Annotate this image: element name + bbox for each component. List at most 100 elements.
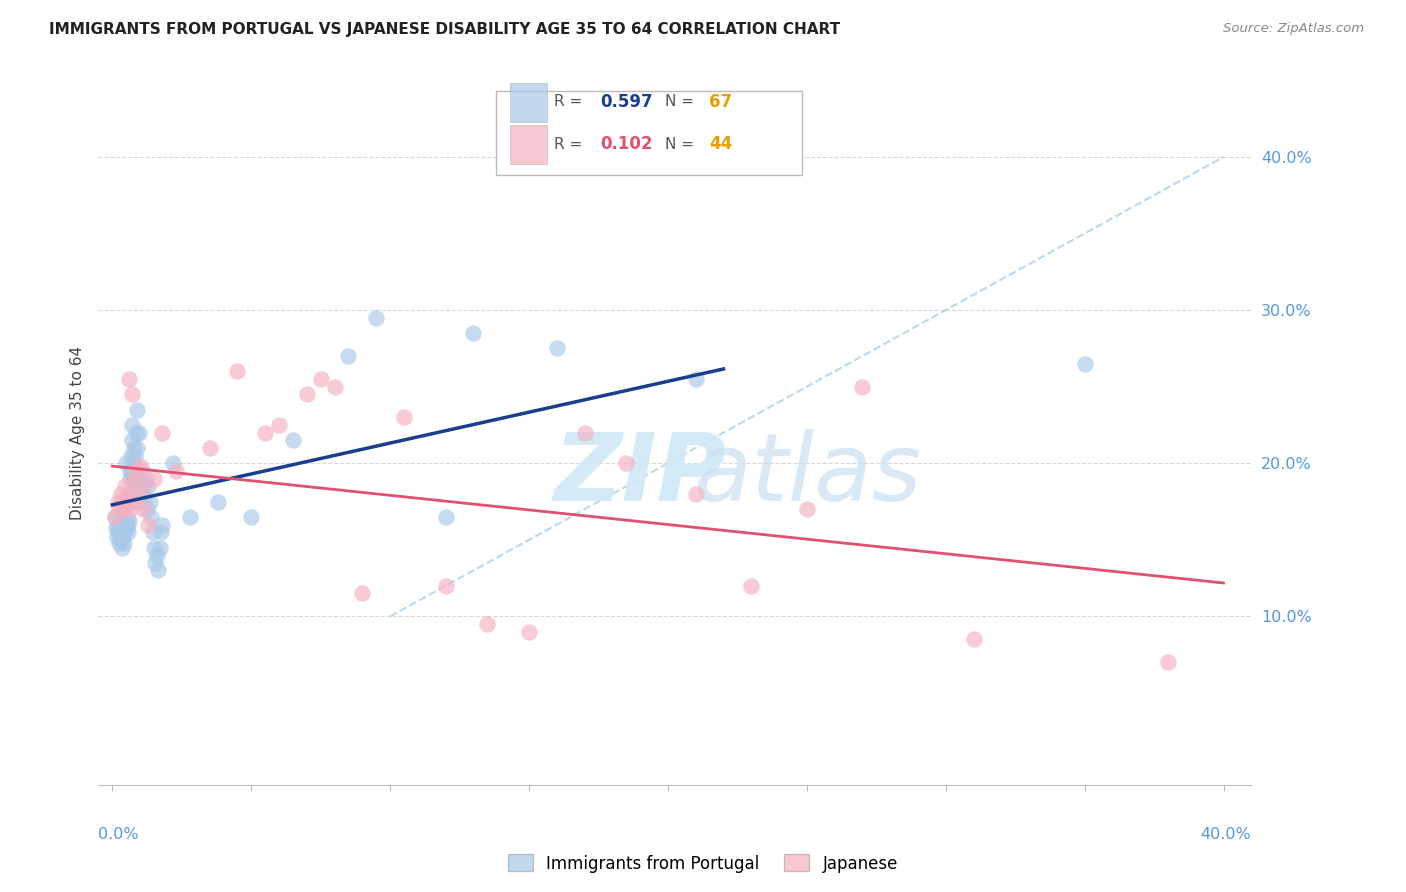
Point [150,425,173,440]
Point [574,425,596,440]
Point [240,509,263,524]
Point [207,494,229,508]
Point [127,402,149,417]
Text: IMMIGRANTS FROM PORTUGAL VS JAPANESE DISABILITY AGE 35 TO 64 CORRELATION CHART: IMMIGRANTS FROM PORTUGAL VS JAPANESE DIS… [49,22,841,37]
Point [132,502,155,516]
Text: 0.597: 0.597 [600,93,652,111]
Point [121,434,143,448]
Point [115,520,138,534]
Text: 0.102: 0.102 [600,135,652,153]
Y-axis label: Disability Age 35 to 64: Disability Age 35 to 64 [69,345,84,520]
Point [132,464,155,478]
Point [143,472,166,486]
Point [111,541,134,555]
Point [125,425,148,440]
Point [105,520,128,534]
Point [463,326,485,340]
Point [108,502,131,516]
Point [125,494,148,508]
Point [112,530,135,544]
Point [740,579,762,593]
Point [110,487,132,501]
Point [162,456,184,470]
Point [122,475,145,489]
Point [139,494,162,508]
Point [145,556,167,570]
Legend: Immigrants from Portugal, Japanese: Immigrants from Portugal, Japanese [501,847,905,880]
Point [120,502,142,516]
Point [117,517,139,532]
Point [114,479,136,493]
Point [143,541,166,555]
Point [111,509,134,524]
Point [142,525,165,540]
Point [104,509,127,524]
Point [121,464,143,478]
FancyBboxPatch shape [510,83,547,121]
Point [295,387,318,401]
Point [134,479,156,493]
Point [146,564,169,578]
Point [124,464,146,478]
Point [114,525,136,540]
Point [267,417,290,432]
Point [122,441,145,455]
Point [796,502,818,516]
Point [112,502,135,516]
Point [104,509,127,524]
Point [121,387,143,401]
Point [141,509,163,524]
Point [122,475,145,489]
Text: 67: 67 [710,93,733,111]
Point [118,487,141,501]
Point [136,502,159,516]
Point [125,441,148,455]
Point [115,490,138,504]
Point [120,449,142,463]
Point [115,509,138,524]
Point [118,372,141,386]
Point [107,525,129,540]
Point [117,525,139,540]
Point [614,456,637,470]
Point [198,441,221,455]
Point [148,541,170,555]
Point [165,464,187,478]
Point [135,472,157,486]
Point [124,449,146,463]
Point [352,586,374,600]
Point [337,349,360,363]
Point [112,536,135,550]
Point [685,372,707,386]
Point [366,310,388,325]
Point [110,520,132,534]
Point [281,434,304,448]
Point [128,425,150,440]
Text: atlas: atlas [693,429,921,520]
Text: N =: N = [665,95,699,110]
Point [129,459,152,474]
Point [117,494,139,508]
Text: 44: 44 [710,135,733,153]
Point [129,472,152,486]
Point [108,536,131,550]
Text: R =: R = [554,136,586,152]
Point [254,425,277,440]
Point [546,342,568,356]
Point [309,372,332,386]
Point [477,617,499,632]
Point [434,579,457,593]
Point [131,479,153,493]
Point [107,517,129,532]
Point [149,525,172,540]
Point [120,472,142,486]
Point [115,456,138,470]
Point [179,509,201,524]
Point [105,530,128,544]
Point [134,494,156,508]
Point [138,517,160,532]
Point [434,509,457,524]
Point [124,464,146,478]
FancyBboxPatch shape [510,125,547,164]
Text: ZIP: ZIP [554,429,727,521]
